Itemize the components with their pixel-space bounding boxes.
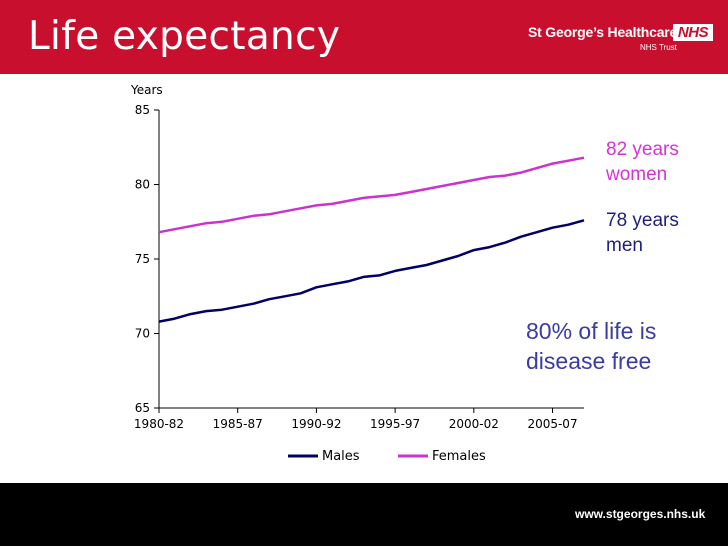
disease-free-line2: disease free [526,348,652,374]
x-tick-label-5: 2005-07 [527,417,577,431]
disease-free-annotation: 80% of life is disease free [526,316,656,376]
y-tick-label-65: 65 [135,401,150,415]
women-label-text: women [606,164,668,185]
org-subtitle: NHS Trust [640,43,677,52]
women-annotation: 82 years women [606,137,679,187]
legend-females-label: Females [432,449,486,464]
header-bar: Life expectancy St George’s Healthcare N… [0,0,728,74]
men-annotation: 78 years men [606,208,679,258]
y-tick-label-75: 75 [135,252,150,266]
y-axis-title: Years [130,83,163,97]
men-years-text: 78 years [606,210,679,231]
nhs-logo: NHS [673,24,713,41]
women-years-text: 82 years [606,139,679,160]
org-name: St George’s Healthcare [528,24,678,40]
series-line-males [158,219,585,323]
chart-legend: Males Females [288,449,486,464]
disease-free-line1: 80% of life is [526,318,657,344]
y-tick-label-70: 70 [135,327,150,341]
y-tick-label-85: 85 [135,103,150,117]
x-tick-label-0: 1980-82 [134,417,184,431]
x-tick-label-2: 1990-92 [291,417,341,431]
slide-title: Life expectancy [28,14,341,59]
life-expectancy-chart: Years 65 70 75 80 85 1980-82 1985-87 1990-92 19… [130,83,585,464]
men-label-text: men [606,235,643,256]
series-line-females [158,156,585,234]
x-tick-label-3: 1995-97 [370,417,420,431]
footer-bar: www.stgeorges.nhs.uk [0,483,728,546]
y-tick-label-80: 80 [135,178,150,192]
legend-males-label: Males [322,449,360,464]
footer-url: www.stgeorges.nhs.uk [575,507,706,521]
x-tick-label-1: 1985-87 [213,417,263,431]
x-tick-label-4: 2000-02 [449,417,499,431]
